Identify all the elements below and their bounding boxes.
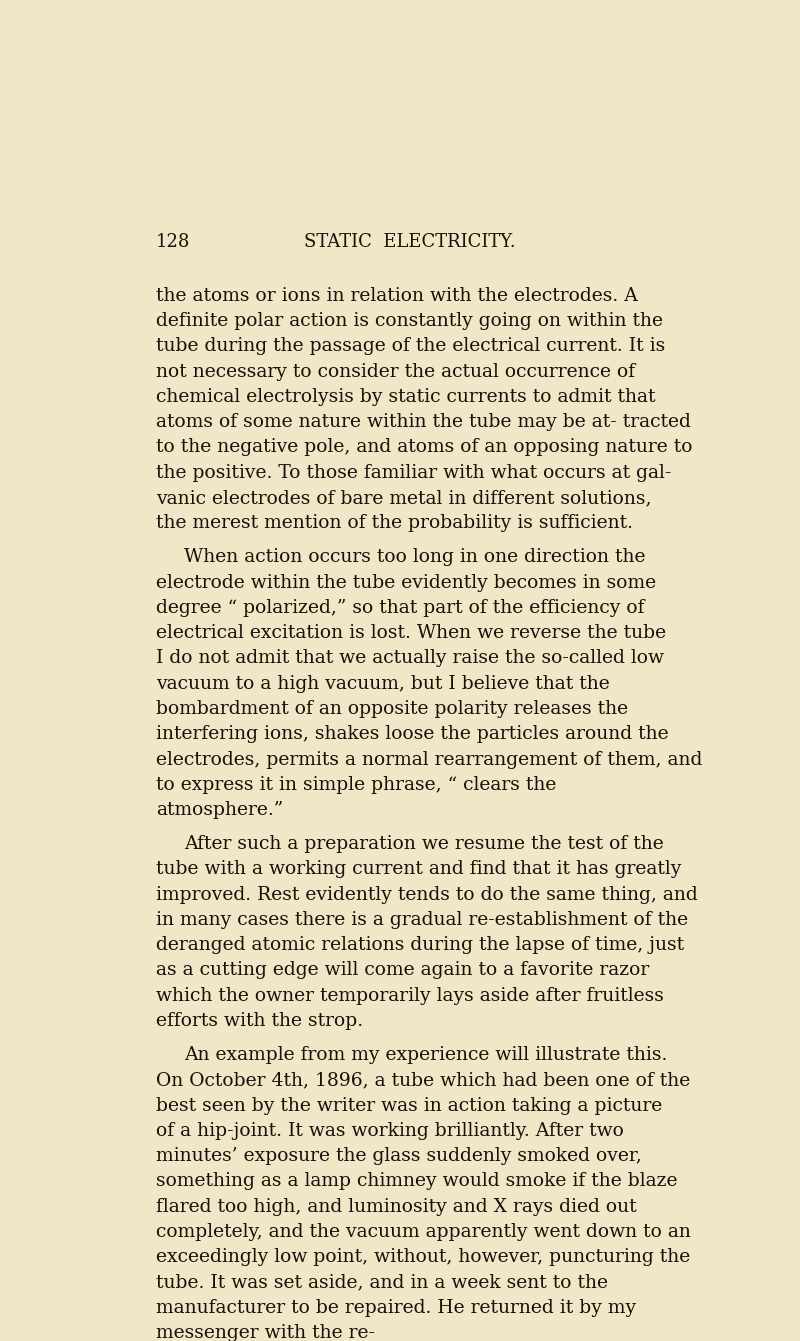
Text: I do not admit that we actually raise the so-called low: I do not admit that we actually raise th… (156, 649, 664, 668)
Text: chemical electrolysis by static currents to admit that: chemical electrolysis by static currents… (156, 388, 655, 406)
Text: bombardment of an opposite polarity releases the: bombardment of an opposite polarity rele… (156, 700, 628, 717)
Text: electrical excitation is lost. When we reverse the tube: electrical excitation is lost. When we r… (156, 624, 666, 642)
Text: definite polar action is constantly going on within the: definite polar action is constantly goin… (156, 312, 662, 330)
Text: deranged atomic relations during the lapse of time, just: deranged atomic relations during the lap… (156, 936, 684, 955)
Text: atmosphere.”: atmosphere.” (156, 801, 283, 819)
Text: flared too high, and luminosity and X rays died out: flared too high, and luminosity and X ra… (156, 1198, 637, 1216)
Text: STATIC  ELECTRICITY.: STATIC ELECTRICITY. (304, 233, 516, 251)
Text: tube with a working current and find that it has greatly: tube with a working current and find tha… (156, 861, 681, 878)
Text: of a hip-joint. It was working brilliantly. After two: of a hip-joint. It was working brilliant… (156, 1122, 624, 1140)
Text: degree “ polarized,” so that part of the efficiency of: degree “ polarized,” so that part of the… (156, 599, 644, 617)
Text: the atoms or ions in relation with the electrodes. A: the atoms or ions in relation with the e… (156, 287, 638, 304)
Text: electrode within the tube evidently becomes in some: electrode within the tube evidently beco… (156, 574, 656, 591)
Text: vanic electrodes of bare metal in different solutions,: vanic electrodes of bare metal in differ… (156, 489, 651, 507)
Text: best seen by the writer was in action taking a picture: best seen by the writer was in action ta… (156, 1097, 662, 1114)
Text: vacuum to a high vacuum, but I believe that the: vacuum to a high vacuum, but I believe t… (156, 675, 610, 693)
Text: the merest mention of the probability is sufficient.: the merest mention of the probability is… (156, 515, 633, 532)
Text: atoms of some nature within the tube may be at- tracted: atoms of some nature within the tube may… (156, 413, 690, 432)
Text: On October 4th, 1896, a tube which had been one of the: On October 4th, 1896, a tube which had b… (156, 1071, 690, 1089)
Text: tube during the passage of the electrical current. It is: tube during the passage of the electrica… (156, 338, 665, 355)
Text: to express it in simple phrase, “ clears the: to express it in simple phrase, “ clears… (156, 776, 556, 794)
Text: the positive. To those familiar with what occurs at gal-: the positive. To those familiar with wha… (156, 464, 671, 481)
Text: minutes’ exposure the glass suddenly smoked over,: minutes’ exposure the glass suddenly smo… (156, 1147, 642, 1165)
Text: to the negative pole, and atoms of an opposing nature to: to the negative pole, and atoms of an op… (156, 439, 692, 456)
Text: improved. Rest evidently tends to do the same thing, and: improved. Rest evidently tends to do the… (156, 885, 698, 904)
Text: in many cases there is a gradual re-establishment of the: in many cases there is a gradual re-esta… (156, 911, 688, 929)
Text: efforts with the strop.: efforts with the strop. (156, 1012, 363, 1030)
Text: not necessary to consider the actual occurrence of: not necessary to consider the actual occ… (156, 362, 635, 381)
Text: exceedingly low point, without, however, puncturing the: exceedingly low point, without, however,… (156, 1248, 690, 1266)
Text: manufacturer to be repaired. He returned it by my: manufacturer to be repaired. He returned… (156, 1299, 636, 1317)
Text: tube. It was set aside, and in a week sent to the: tube. It was set aside, and in a week se… (156, 1274, 608, 1291)
Text: When action occurs too long in one direction the: When action occurs too long in one direc… (184, 548, 646, 566)
Text: which the owner temporarily lays aside after fruitless: which the owner temporarily lays aside a… (156, 987, 664, 1004)
Text: something as a lamp chimney would smoke if the blaze: something as a lamp chimney would smoke … (156, 1172, 678, 1191)
Text: interfering ions, shakes loose the particles around the: interfering ions, shakes loose the parti… (156, 725, 669, 743)
Text: messenger with the re-: messenger with the re- (156, 1324, 374, 1341)
Text: After such a preparation we resume the test of the: After such a preparation we resume the t… (184, 835, 663, 853)
Text: electrodes, permits a normal rearrangement of them, and: electrodes, permits a normal rearrangeme… (156, 751, 702, 768)
Text: as a cutting edge will come again to a favorite razor: as a cutting edge will come again to a f… (156, 961, 649, 979)
Text: 128: 128 (156, 233, 190, 251)
Text: completely, and the vacuum apparently went down to an: completely, and the vacuum apparently we… (156, 1223, 690, 1240)
Text: An example from my experience will illustrate this.: An example from my experience will illus… (184, 1046, 667, 1065)
